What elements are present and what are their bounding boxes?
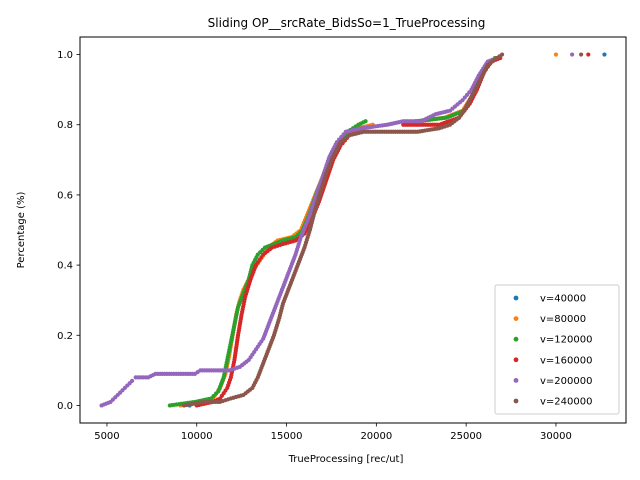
chart-title: Sliding OP__srcRate_BidsSo=1_TrueProcess… bbox=[208, 16, 486, 30]
y-tick-label: 0.2 bbox=[57, 331, 73, 342]
legend: v=40000 v=80000 v=120000 v=160000 v=200000 v=… bbox=[494, 284, 620, 415]
legend-label: v=80000 bbox=[540, 314, 586, 325]
y-tick-label: 1.0 bbox=[57, 50, 73, 61]
y-tick-label: 0.4 bbox=[57, 261, 73, 272]
legend-marker bbox=[513, 336, 519, 342]
y-axis-label: Percentage (%) bbox=[16, 192, 27, 269]
y-tick-label: 0.6 bbox=[57, 190, 73, 201]
legend-marker bbox=[513, 316, 519, 321]
series-v=200000 bbox=[99, 52, 575, 408]
data-point bbox=[129, 378, 135, 383]
data-point bbox=[553, 52, 559, 57]
legend-label: v=200000 bbox=[540, 376, 592, 387]
series-v=240000 bbox=[182, 52, 584, 408]
legend-marker bbox=[513, 357, 519, 363]
data-point bbox=[570, 52, 575, 57]
x-axis: 5000 10000 15000 20000 25000 30000 bbox=[94, 423, 572, 442]
data-point bbox=[602, 52, 607, 57]
x-tick-label: 25000 bbox=[450, 431, 482, 442]
plot-frame bbox=[79, 36, 627, 424]
x-tick-label: 30000 bbox=[540, 431, 572, 442]
legend-marker bbox=[513, 398, 519, 404]
legend-label: v=120000 bbox=[540, 335, 592, 346]
x-tick-label: 5000 bbox=[94, 431, 119, 442]
data-point bbox=[363, 119, 368, 124]
data-point bbox=[586, 52, 591, 57]
series-v=120000 bbox=[167, 55, 497, 408]
points-layer bbox=[99, 52, 607, 408]
legend-marker bbox=[513, 378, 519, 383]
data-point bbox=[578, 52, 584, 57]
x-tick-label: 20000 bbox=[360, 431, 392, 442]
x-tick-label: 15000 bbox=[271, 431, 303, 442]
legend-frame bbox=[494, 284, 620, 415]
legend-label: v=240000 bbox=[540, 397, 592, 408]
legend-label: v=40000 bbox=[540, 294, 586, 305]
data-point bbox=[499, 52, 505, 57]
y-tick-label: 0.8 bbox=[57, 120, 73, 131]
x-axis-label: TrueProcessing [rec/ut] bbox=[288, 454, 404, 465]
x-tick-label: 10000 bbox=[181, 431, 213, 442]
y-axis: 0.0 0.2 0.4 0.6 0.8 1.0 bbox=[57, 50, 80, 412]
legend-label: v=160000 bbox=[540, 355, 592, 366]
y-tick-label: 0.0 bbox=[57, 401, 73, 412]
legend-marker bbox=[513, 295, 519, 301]
